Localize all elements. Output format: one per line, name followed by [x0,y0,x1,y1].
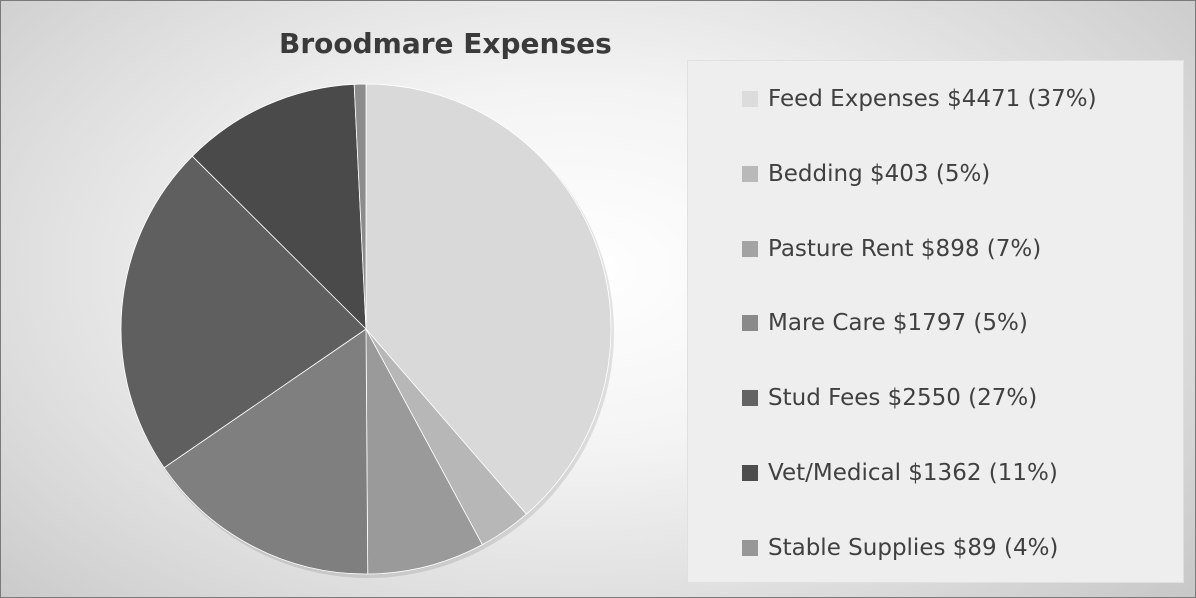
pie-slice-6 [353,83,367,330]
legend-swatch [742,240,758,257]
legend-item: Stable Supplies $89 (4%) [742,533,1058,563]
pie-slice-4 [120,155,367,469]
legend-label: Stable Supplies $89 (4%) [768,534,1059,561]
legend-label: Vet/Medical $1362 (11%) [768,460,1058,486]
legend-item: Stud Fees $2550 (27%) [742,383,1037,413]
legend-swatch [742,165,758,182]
chart-legend: Feed Expenses $4471 (37%) Bedding $403 (5… [687,60,1184,583]
legend-item: Mare Care $1797 (5%) [742,308,1028,338]
legend-swatch [742,315,758,332]
legend-label: Bedding $403 (5%) [768,160,991,187]
legend-item: Vet/Medical $1362 (11%) [742,458,1058,488]
legend-label: Feed Expenses $4471 (37%) [768,86,1097,112]
chart-title: Broodmare Expenses [279,27,612,60]
legend-swatch [742,539,758,556]
legend-swatch [742,465,758,481]
pie-slice-5 [191,83,367,331]
legend-label: Mare Care $1797 (5%) [768,310,1028,337]
legend-label: Pasture Rent $898 (7%) [768,235,1042,262]
legend-label: Stud Fees $2550 (27%) [768,385,1038,412]
legend-item: Feed Expenses $4471 (37%) [742,84,1097,114]
legend-swatch [742,91,758,107]
legend-swatch [742,390,758,407]
pie-slice-3 [163,328,369,575]
legend-item: Pasture Rent $898 (7%) [742,234,1041,264]
pie-slice-0 [365,83,612,515]
pie-slice-2 [365,328,483,575]
legend-item: Bedding $403 (5%) [742,159,990,189]
